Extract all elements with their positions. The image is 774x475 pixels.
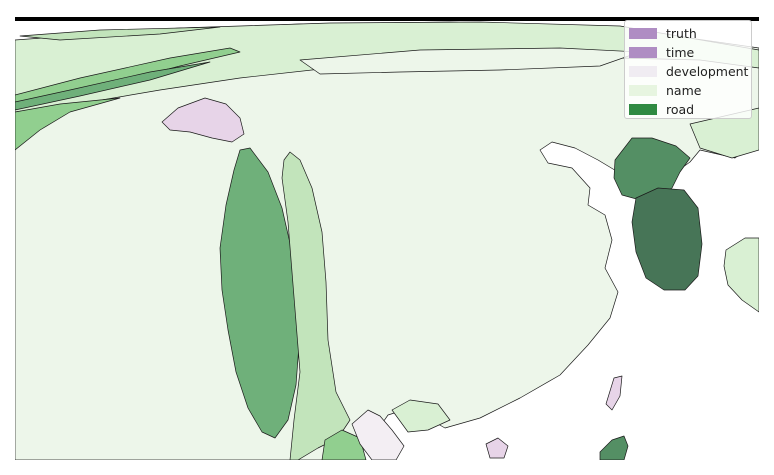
legend-item-road: road — [629, 100, 745, 119]
land-northern-island — [299, 47, 641, 75]
land-northeast-dark — [613, 137, 691, 201]
land-green-strip — [281, 151, 351, 460]
legend-item-development: development — [629, 62, 749, 81]
legend-swatch — [629, 104, 657, 115]
land-south-green-2 — [391, 399, 451, 433]
land-streak-2 — [15, 61, 211, 111]
frame-top-border — [15, 17, 759, 21]
legend-label: truth — [666, 26, 697, 41]
legend-label: name — [666, 83, 702, 98]
legend-label: time — [666, 45, 695, 60]
land-purple-north — [161, 97, 245, 143]
land-south-green-1 — [321, 429, 367, 460]
legend-label: development — [666, 64, 749, 79]
land-south-island — [485, 437, 509, 459]
legend-label: road — [666, 102, 695, 117]
legend-swatch — [629, 85, 657, 96]
legend-swatch — [629, 47, 657, 58]
land-south-purple — [351, 409, 405, 460]
legend-swatch — [629, 66, 657, 77]
land-streak-4 — [19, 26, 221, 41]
legend: truth time development name road — [624, 20, 752, 119]
land-east-purple-island — [605, 375, 623, 411]
legend-item-name: name — [629, 81, 745, 100]
land-east-peninsula — [723, 237, 759, 313]
land-green-west — [219, 147, 300, 439]
land-peninsula-darkest — [631, 187, 703, 291]
legend-item-time: time — [629, 43, 745, 62]
land-south-dark — [599, 435, 629, 460]
land-streak-3 — [15, 97, 121, 151]
legend-swatch — [629, 28, 657, 39]
legend-item-truth: truth — [629, 24, 745, 43]
